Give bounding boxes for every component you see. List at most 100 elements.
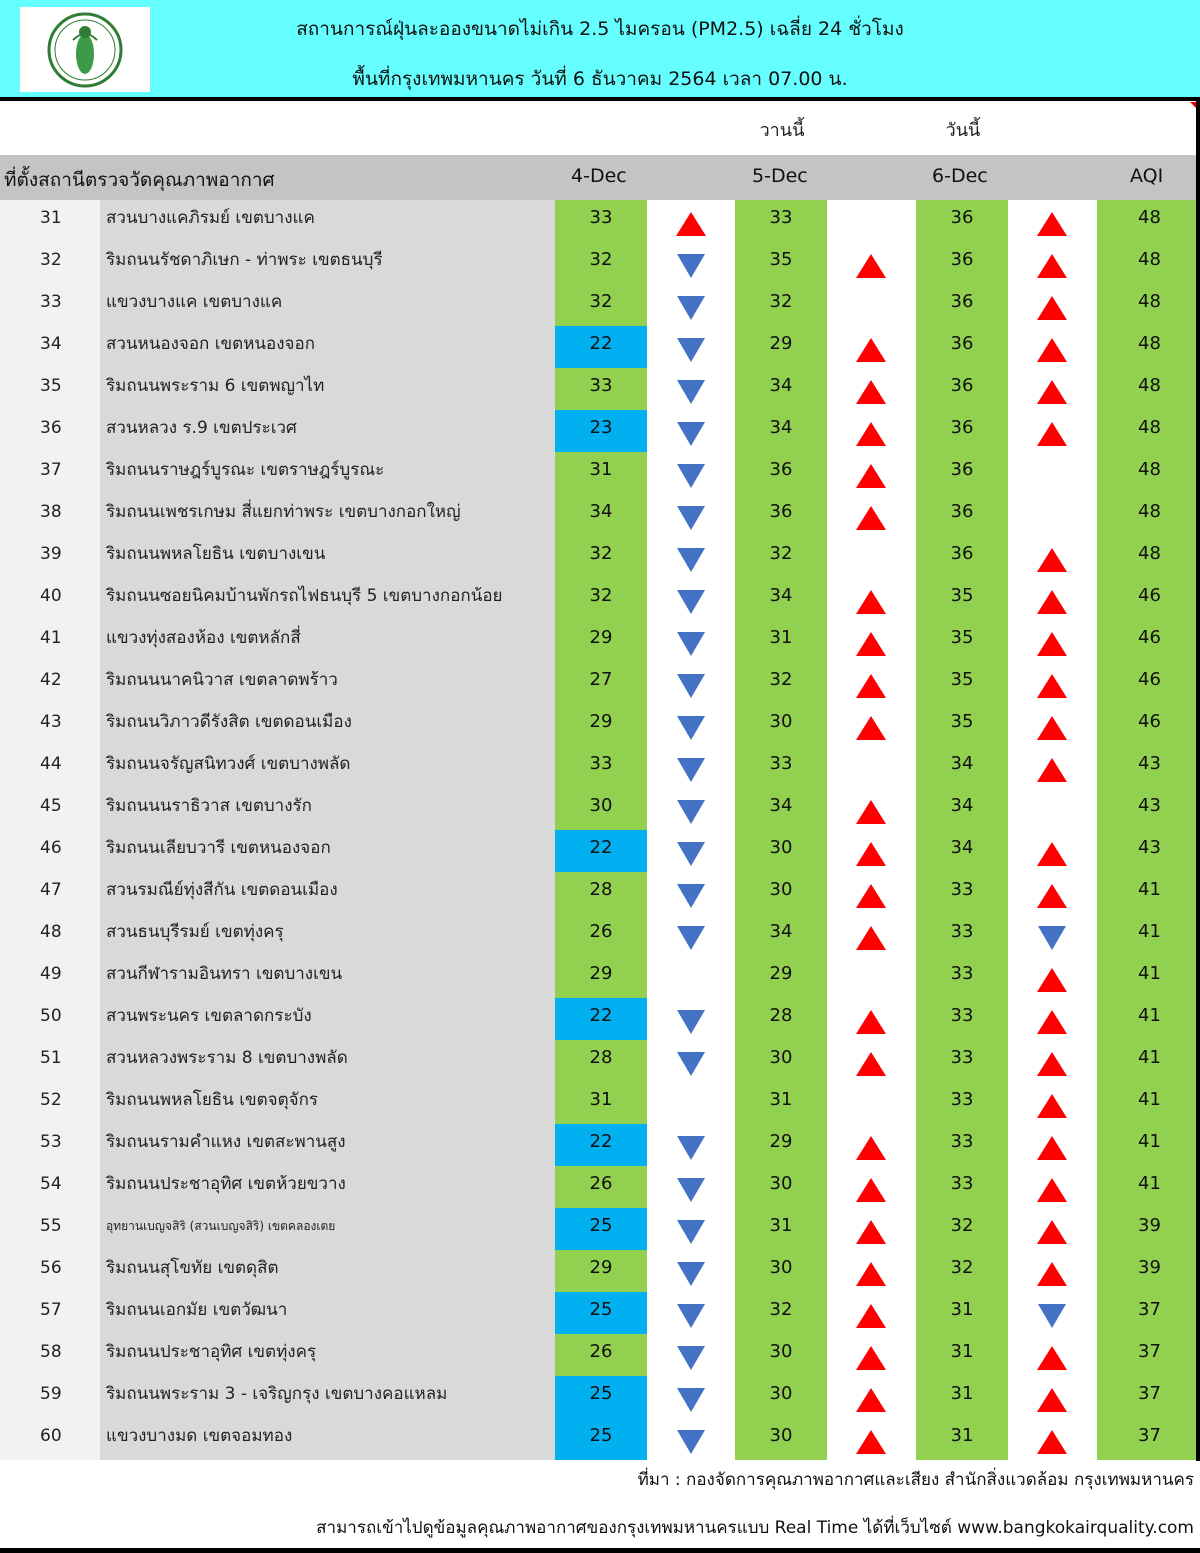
arrow-up-icon (856, 1304, 886, 1328)
station-name: ริมถนนประชาอุทิศ เขตทุ่งครุ (100, 1334, 555, 1376)
trend-dec5 (827, 1082, 915, 1124)
pm25-dec5: 32 (735, 662, 827, 704)
pm25-dec6: 36 (916, 494, 1008, 536)
station-number: 36 (0, 410, 100, 452)
arrow-up-icon (856, 842, 886, 866)
trend-dec6 (1008, 284, 1096, 326)
arrow-up-icon (1037, 884, 1067, 908)
station-name: ริมถนนพระราม 3 - เจริญกรุง เขตบางคอแหลม (100, 1376, 555, 1418)
trend-dec4 (647, 452, 735, 494)
arrow-down-icon (677, 296, 705, 320)
station-number: 35 (0, 368, 100, 410)
today-label: วันนี้ (945, 120, 981, 141)
station-name: แขวงบางมด เขตจอมทอง (100, 1418, 555, 1460)
pm25-dec5: 29 (735, 1124, 827, 1166)
arrow-down-icon (677, 1010, 705, 1034)
station-number: 39 (0, 536, 100, 578)
pm25-dec5: 36 (735, 452, 827, 494)
station-number: 43 (0, 704, 100, 746)
trend-dec5 (827, 704, 915, 746)
aqi-value: 48 (1097, 494, 1196, 536)
trend-dec6 (1008, 536, 1096, 578)
pm25-dec5: 30 (735, 830, 827, 872)
arrow-down-icon (677, 884, 705, 908)
table-row: 39 ริมถนนพหลโยธิน เขตบางเขน 32 32 36 48 (0, 536, 1196, 578)
pm25-dec6: 36 (916, 368, 1008, 410)
cell-comment-marker (1190, 102, 1200, 112)
trend-dec5 (827, 1166, 915, 1208)
trend-dec4 (647, 1376, 735, 1418)
table-row: 55 อุทยานเบญจสิริ (สวนเบญจสิริ) เขตคลองเต… (0, 1208, 1196, 1250)
arrow-down-icon (677, 1346, 705, 1370)
table-row: 41 แขวงทุ่งสองห้อง เขตหลักสี่ 29 31 35 46 (0, 620, 1196, 662)
trend-dec6 (1008, 998, 1096, 1040)
arrow-up-icon (856, 1052, 886, 1076)
trend-dec5 (827, 536, 915, 578)
station-name: ริมถนนพระราม 6 เขตพญาไท (100, 368, 555, 410)
table-row: 35 ริมถนนพระราม 6 เขตพญาไท 33 34 36 48 (0, 368, 1196, 410)
aqi-value: 37 (1097, 1334, 1196, 1376)
table-row: 46 ริมถนนเลียบวารี เขตหนองจอก 22 30 34 43 (0, 830, 1196, 872)
station-number: 33 (0, 284, 100, 326)
pm25-dec5: 33 (735, 200, 827, 242)
station-number: 46 (0, 830, 100, 872)
pm25-dec4: 27 (555, 662, 647, 704)
station-number: 47 (0, 872, 100, 914)
arrow-down-icon (677, 758, 705, 782)
trend-dec5 (827, 368, 915, 410)
trend-dec5 (827, 788, 915, 830)
aqi-value: 37 (1097, 1418, 1196, 1460)
trend-dec4 (647, 578, 735, 620)
arrow-up-icon (1037, 1010, 1067, 1034)
arrow-up-icon (1037, 716, 1067, 740)
arrow-up-icon (1037, 590, 1067, 614)
station-number: 59 (0, 1376, 100, 1418)
station-name: สวนธนบุรีรมย์ เขตทุ่งครุ (100, 914, 555, 956)
table-row: 56 ริมถนนสุโขทัย เขตดุสิต 29 30 32 39 (0, 1250, 1196, 1292)
aqi-value: 46 (1097, 662, 1196, 704)
trend-dec6 (1008, 200, 1096, 242)
aqi-column-header: AQI (1130, 165, 1164, 187)
trend-dec6 (1008, 914, 1096, 956)
pm25-dec4: 22 (555, 830, 647, 872)
trend-dec5 (827, 578, 915, 620)
pm25-dec5: 34 (735, 578, 827, 620)
arrow-up-icon (1037, 1136, 1067, 1160)
station-name: ริมถนนเพชรเกษม สี่แยกท่าพระ เขตบางกอกใหญ… (100, 494, 555, 536)
trend-dec5 (827, 662, 915, 704)
arrow-down-icon (677, 674, 705, 698)
pm25-dec4: 30 (555, 788, 647, 830)
aqi-value: 41 (1097, 998, 1196, 1040)
pm25-dec6: 35 (916, 620, 1008, 662)
pm25-dec4: 29 (555, 704, 647, 746)
arrow-up-icon (856, 884, 886, 908)
station-number: 60 (0, 1418, 100, 1460)
table-row: 32 ริมถนนรัชดาภิเษก - ท่าพระ เขตธนบุรี 32 3… (0, 242, 1196, 284)
table-row: 45 ริมถนนนราธิวาส เขตบางรัก 30 34 34 43 (0, 788, 1196, 830)
pm25-dec4: 22 (555, 998, 647, 1040)
trend-dec6 (1008, 1124, 1096, 1166)
pm25-dec5: 29 (735, 956, 827, 998)
pm25-dec6: 34 (916, 788, 1008, 830)
trend-dec5 (827, 1124, 915, 1166)
pm25-dec5: 34 (735, 788, 827, 830)
station-name: ริมถนนเอกมัย เขตวัฒนา (100, 1292, 555, 1334)
trend-dec6 (1008, 1166, 1096, 1208)
column-header-row: ที่ตั้งสถานีตรวจวัดคุณภาพอากาศ 4-Dec 5-D… (0, 155, 1196, 200)
pm25-dec5: 30 (735, 872, 827, 914)
pm25-dec6: 31 (916, 1292, 1008, 1334)
trend-dec5 (827, 494, 915, 536)
table-row: 36 สวนหลวง ร.9 เขตประเวศ 23 34 36 48 (0, 410, 1196, 452)
trend-dec5 (827, 1418, 915, 1460)
arrow-up-icon (1037, 380, 1067, 404)
trend-dec6 (1008, 1250, 1096, 1292)
arrow-down-icon (1038, 926, 1066, 950)
trend-dec4 (647, 368, 735, 410)
arrow-up-icon (856, 1388, 886, 1412)
trend-dec6 (1008, 1292, 1096, 1334)
arrow-up-icon (1037, 1346, 1067, 1370)
trend-dec6 (1008, 746, 1096, 788)
yesterday-label: วานนี้ (759, 120, 805, 141)
pm25-dec6: 35 (916, 578, 1008, 620)
arrow-up-icon (1037, 212, 1067, 236)
